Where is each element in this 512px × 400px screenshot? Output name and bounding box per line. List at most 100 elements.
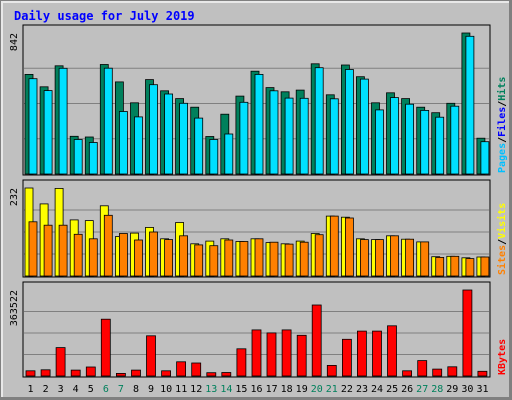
bar-sites-day-6 bbox=[103, 214, 113, 277]
bar-kbytes-day-23 bbox=[356, 330, 367, 377]
x-tick-label: 10 bbox=[160, 384, 172, 395]
bar-kbytes-day-19 bbox=[296, 334, 307, 377]
bar-sites-day-11 bbox=[179, 235, 189, 277]
x-tick-label: 7 bbox=[118, 384, 124, 395]
bar-kbytes-day-12 bbox=[191, 362, 202, 377]
bar-sites-day-18 bbox=[284, 243, 294, 277]
bar-sites-day-1 bbox=[28, 221, 38, 277]
plot-frame bbox=[22, 281, 491, 378]
x-tick-label: 9 bbox=[148, 384, 154, 395]
bar-sites-day-2 bbox=[43, 224, 53, 277]
x-tick-label: 1 bbox=[27, 384, 33, 395]
bar-files-day-23 bbox=[359, 78, 369, 175]
x-tick-label: 24 bbox=[371, 384, 383, 395]
series-legend: Sites/Visits bbox=[496, 203, 508, 275]
bar-kbytes-day-27 bbox=[417, 360, 428, 377]
bar-kbytes-day-11 bbox=[176, 361, 187, 377]
bar-sites-day-27 bbox=[420, 241, 430, 277]
bar-kbytes-day-28 bbox=[432, 368, 443, 377]
bar-files-day-2 bbox=[43, 90, 53, 175]
bar-sites-day-14 bbox=[224, 239, 234, 277]
bar-files-day-6 bbox=[103, 67, 113, 175]
bar-kbytes-day-20 bbox=[311, 304, 322, 377]
bar-files-day-28 bbox=[435, 116, 445, 175]
bar-kbytes-day-22 bbox=[341, 338, 352, 377]
legend-pages: Pages bbox=[497, 143, 508, 173]
bar-sites-day-22 bbox=[344, 217, 354, 277]
x-tick-label: 8 bbox=[133, 384, 139, 395]
legend-separator: / bbox=[497, 137, 508, 143]
bar-kbytes-day-4 bbox=[70, 369, 81, 377]
bar-kbytes-day-14 bbox=[221, 372, 232, 377]
max-value-label: 363522 bbox=[9, 290, 20, 326]
bar-files-day-11 bbox=[179, 102, 189, 175]
x-tick-label: 13 bbox=[205, 384, 217, 395]
x-tick-label: 15 bbox=[235, 384, 247, 395]
bar-kbytes-day-9 bbox=[146, 335, 156, 377]
x-tick-label: 4 bbox=[73, 384, 79, 395]
bar-kbytes-day-31 bbox=[477, 370, 488, 377]
bar-kbytes-day-16 bbox=[251, 329, 262, 377]
max-value-label: 232 bbox=[9, 188, 20, 206]
plot-frame bbox=[22, 24, 491, 176]
bar-files-day-24 bbox=[375, 109, 384, 175]
panel-sites_visits: 232 Sites/Visits bbox=[9, 179, 508, 278]
bar-kbytes-day-10 bbox=[161, 370, 172, 377]
legend-hits: Hits bbox=[496, 77, 508, 101]
x-tick-label: 19 bbox=[296, 384, 308, 395]
bar-files-day-7 bbox=[119, 111, 128, 175]
bar-sites-day-4 bbox=[73, 233, 83, 277]
bar-kbytes-day-21 bbox=[326, 364, 337, 377]
bar-sites-day-5 bbox=[88, 238, 98, 277]
bar-files-day-9 bbox=[149, 84, 158, 175]
bar-files-day-1 bbox=[28, 78, 38, 175]
bar-sites-day-28 bbox=[435, 256, 445, 277]
bar-files-day-19 bbox=[299, 97, 309, 175]
bar-kbytes-day-18 bbox=[281, 329, 292, 377]
bar-sites-day-13 bbox=[209, 245, 219, 277]
bar-sites-day-24 bbox=[375, 239, 384, 277]
bar-sites-day-16 bbox=[254, 238, 264, 277]
x-tick-label: 16 bbox=[250, 384, 262, 395]
panel-kbytes: 363522 KBytes bbox=[9, 281, 508, 378]
x-tick-label: 25 bbox=[386, 384, 398, 395]
bar-kbytes-day-24 bbox=[372, 330, 382, 377]
bar-kbytes-day-3 bbox=[55, 347, 66, 377]
max-value-label: 842 bbox=[9, 33, 20, 51]
bar-files-day-25 bbox=[390, 97, 399, 175]
x-tick-label: 20 bbox=[311, 384, 323, 395]
bar-sites-day-9 bbox=[149, 231, 158, 277]
bar-files-day-31 bbox=[480, 141, 490, 175]
bar-files-day-21 bbox=[329, 98, 339, 175]
plot-frame bbox=[22, 179, 491, 278]
bar-kbytes-day-15 bbox=[236, 348, 247, 377]
legend-sites: Sites bbox=[496, 245, 508, 275]
bar-sites-day-23 bbox=[359, 239, 369, 277]
x-tick-label: 29 bbox=[446, 384, 458, 395]
bar-files-day-13 bbox=[209, 139, 219, 175]
bar-files-day-29 bbox=[450, 105, 460, 175]
chart-title: Daily usage for July 2019 bbox=[14, 9, 195, 23]
bar-sites-day-10 bbox=[164, 239, 174, 277]
bar-files-day-14 bbox=[224, 133, 234, 175]
legend-visits: Visits bbox=[496, 203, 508, 239]
bar-sites-day-17 bbox=[269, 241, 279, 277]
bar-files-day-3 bbox=[58, 67, 68, 175]
legend-kbytes: KBytes bbox=[497, 339, 508, 375]
legend-files: Files bbox=[496, 107, 508, 137]
bar-files-day-18 bbox=[284, 97, 294, 175]
bar-files-day-17 bbox=[269, 90, 279, 175]
bar-files-day-27 bbox=[420, 110, 430, 175]
bar-files-day-26 bbox=[405, 103, 415, 175]
bar-sites-day-25 bbox=[390, 235, 399, 277]
bar-sites-day-31 bbox=[480, 256, 490, 277]
bar-files-day-16 bbox=[254, 74, 264, 175]
bar-files-day-5 bbox=[88, 142, 98, 175]
x-axis-day-labels: 1 2 3 4 5 6 7 8 9 10 11 12 13 14 15 16 17 18 19 20 21 22 23 24 2… bbox=[27, 384, 488, 395]
bar-kbytes-day-5 bbox=[85, 366, 96, 377]
bar-files-day-10 bbox=[164, 93, 174, 175]
bar-kbytes-day-17 bbox=[266, 332, 277, 377]
x-tick-label: 18 bbox=[281, 384, 293, 395]
